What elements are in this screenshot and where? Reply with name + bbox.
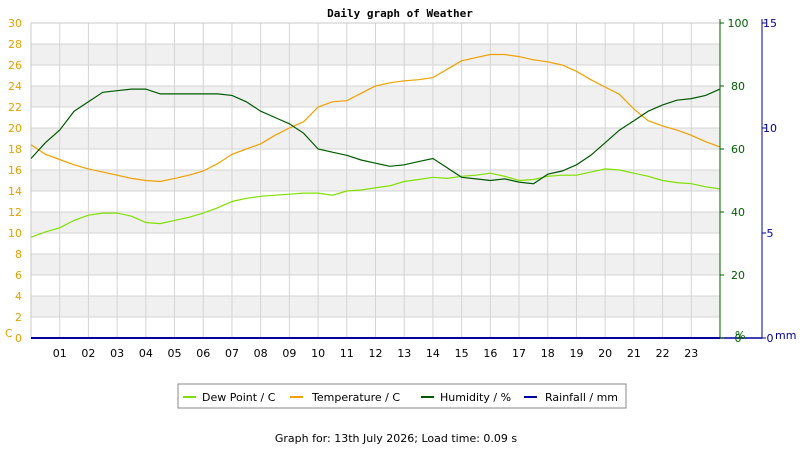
- x-tick-label: 09: [282, 347, 296, 360]
- legend-label-rainfall: Rainfall / mm: [545, 391, 618, 404]
- rainfall-tick-label: 0: [767, 332, 774, 345]
- legend-label-dew-point: Dew Point / C: [202, 391, 276, 404]
- rainfall-tick-label: 10: [763, 122, 777, 135]
- temperature-tick-label: 24: [8, 80, 22, 93]
- temperature-tick-label: 28: [8, 38, 22, 51]
- humidity-unit-label: %: [735, 329, 745, 342]
- rainfall-tick-label: 5: [767, 227, 774, 240]
- x-tick-label: 05: [168, 347, 182, 360]
- x-tick-label: 02: [81, 347, 95, 360]
- temperature-tick-label: 22: [8, 101, 22, 114]
- legend-box: [177, 383, 627, 409]
- temperature-tick-label: 0: [15, 332, 22, 345]
- tick-labels: 0246810121416182022242628300204060801000…: [8, 17, 777, 360]
- temperature-unit-label: C: [5, 327, 13, 340]
- rainfall-tick-label: 15: [763, 17, 777, 30]
- x-tick-label: 23: [684, 347, 698, 360]
- x-tick-label: 06: [196, 347, 210, 360]
- legend: Dew Point / C Temperature / C Humidity /…: [177, 383, 627, 409]
- humidity-tick-label: 40: [731, 206, 745, 219]
- temperature-tick-label: 16: [8, 164, 22, 177]
- temperature-tick-label: 8: [15, 248, 22, 261]
- series-line-temperature-c: [30, 53, 721, 183]
- axes: [31, 19, 763, 339]
- series-line-dew-point-c: [30, 168, 721, 238]
- rainfall-unit-label: mm: [775, 329, 796, 342]
- temperature-tick-label: 12: [8, 206, 22, 219]
- temperature-tick-label: 18: [8, 143, 22, 156]
- x-tick-label: 03: [110, 347, 124, 360]
- humidity-tick-label: 20: [731, 269, 745, 282]
- legend-label-humidity: Humidity / %: [440, 391, 511, 404]
- series-line-humidity: [30, 88, 721, 185]
- x-tick-label: 07: [225, 347, 239, 360]
- temperature-tick-label: 4: [15, 290, 22, 303]
- x-tick-label: 15: [455, 347, 469, 360]
- x-tick-label: 08: [254, 347, 268, 360]
- x-tick-label: 10: [311, 347, 325, 360]
- temperature-tick-label: 26: [8, 59, 22, 72]
- temperature-tick-label: 6: [15, 269, 22, 282]
- x-tick-label: 11: [340, 347, 354, 360]
- humidity-tick-label: 80: [731, 80, 745, 93]
- x-tick-label: 01: [53, 347, 67, 360]
- x-tick-label: 19: [569, 347, 583, 360]
- chart-title: Daily graph of Weather: [327, 7, 473, 20]
- temperature-tick-label: 2: [15, 311, 22, 324]
- humidity-tick-label: 60: [731, 143, 745, 156]
- x-tick-label: 13: [397, 347, 411, 360]
- x-tick-label: 18: [541, 347, 555, 360]
- legend-label-temperature: Temperature / C: [311, 391, 400, 404]
- x-tick-label: 16: [483, 347, 497, 360]
- x-tick-label: 12: [369, 347, 383, 360]
- humidity-tick-label: 100: [728, 17, 749, 30]
- x-tick-label: 14: [426, 347, 440, 360]
- temperature-tick-label: 14: [8, 185, 22, 198]
- x-tick-label: 17: [512, 347, 526, 360]
- temperature-tick-label: 10: [8, 227, 22, 240]
- x-tick-label: 21: [627, 347, 641, 360]
- x-tick-label: 22: [656, 347, 670, 360]
- temperature-tick-label: 20: [8, 122, 22, 135]
- humidity-tick-label: 0: [735, 332, 742, 345]
- x-tick-label: 20: [598, 347, 612, 360]
- temperature-tick-label: 30: [8, 17, 22, 30]
- x-tick-label: 04: [139, 347, 153, 360]
- footer-text: Graph for: 13th July 2026; Load time: 0.…: [275, 432, 518, 445]
